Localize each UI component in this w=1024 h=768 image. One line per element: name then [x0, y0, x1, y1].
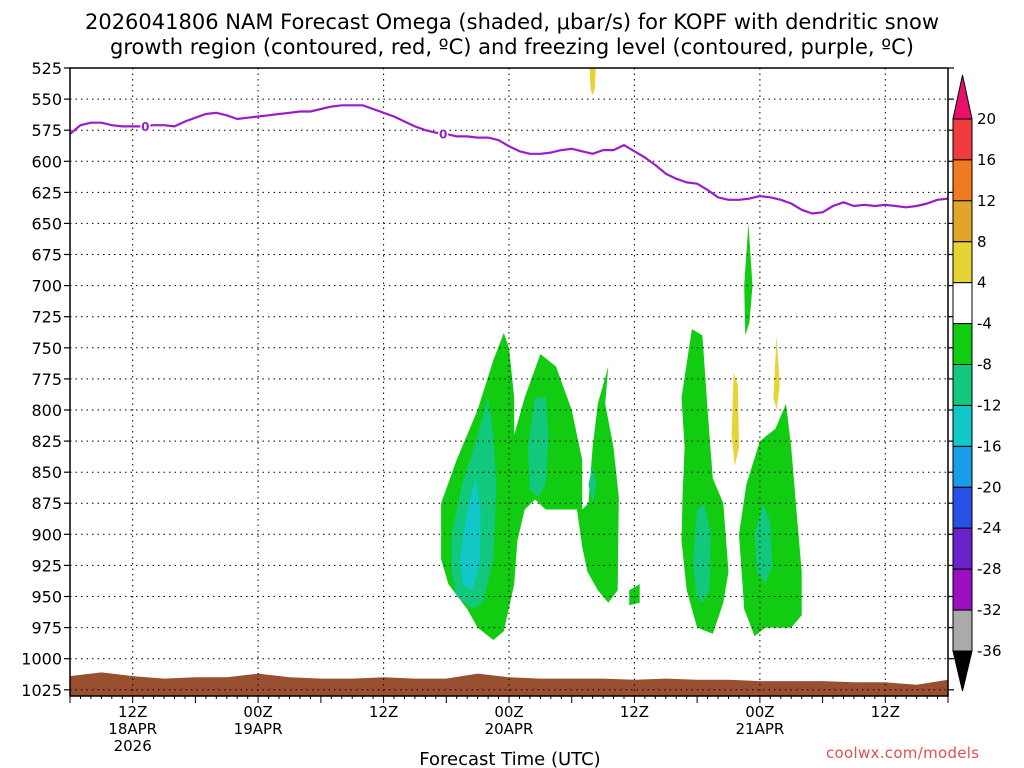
y-tick-label-10: 775 — [31, 370, 62, 389]
colorbar-label-7: -12 — [977, 397, 1002, 415]
x-tick-label-3-0: 00Z — [494, 703, 523, 721]
grid-lines — [70, 67, 948, 696]
colorbar-label-12: -32 — [977, 601, 1002, 619]
x-tick-label-6-0: 12Z — [871, 703, 900, 721]
colorbar-band-11 — [952, 568, 973, 611]
credit-text: coolwx.com/models — [826, 744, 980, 762]
x-tick-label-5-1: 21APR — [735, 720, 784, 738]
omega-region-7 — [693, 503, 711, 603]
colorbar-label-8: -16 — [977, 437, 1002, 455]
y-tick-label-12: 825 — [31, 432, 62, 451]
y-tick-label-3: 600 — [31, 152, 62, 171]
y-tick-label-5: 650 — [31, 214, 62, 233]
colorbar-band-7 — [952, 405, 973, 447]
x-tick-label-1-0: 00Z — [243, 703, 272, 721]
title-line-2: growth region (contoured, red, ºC) and f… — [110, 35, 914, 59]
colorbar-band-1 — [952, 159, 973, 202]
y-tick-label-16: 925 — [31, 556, 62, 575]
y-tick-label-15: 900 — [31, 525, 62, 544]
y-tick-label-20: 1025 — [21, 681, 62, 700]
y-tick-label-11: 800 — [31, 401, 62, 420]
x-tick-label-0-2: 2026 — [114, 737, 152, 755]
freezing-level-label-0: 0 — [141, 120, 149, 134]
y-tick-label-1: 550 — [31, 90, 62, 109]
omega-region-13 — [589, 68, 596, 96]
omega-region-9 — [588, 465, 597, 504]
colorbar-band-4 — [952, 282, 973, 325]
y-tick-label-17: 950 — [31, 588, 62, 607]
colorbar-bottom-triangle — [952, 650, 973, 692]
y-axis-ticks: 525 550 575 600 625 650 675 700 725 750 775 800 825 8… — [21, 59, 954, 700]
colorbar-band-3 — [952, 241, 973, 284]
chart-title: 2026041806 NAM Forecast Omega (shaded, μ… — [85, 10, 939, 59]
omega-region-3 — [629, 584, 640, 606]
y-tick-label-7: 700 — [31, 277, 62, 296]
y-tick-label-0: 525 — [31, 59, 62, 78]
colorbar-top-triangle — [952, 74, 973, 120]
freezing-level-label-1: 0 — [439, 127, 447, 141]
colorbar-label-11: -28 — [977, 560, 1002, 578]
x-tick-label-4-0: 12Z — [620, 703, 649, 721]
title-line-1: 2026041806 NAM Forecast Omega (shaded, μ… — [85, 10, 939, 34]
x-axis-title: Forecast Time (UTC) — [419, 749, 600, 768]
x-tick-label-0-0: 12Z — [118, 703, 147, 721]
colorbar-band-9 — [952, 486, 973, 529]
omega-region-11 — [731, 372, 739, 466]
omega-region-10 — [459, 478, 481, 591]
omega-region-4 — [744, 223, 753, 336]
colorbar-band-6 — [952, 364, 973, 406]
colorbar-label-1: 16 — [977, 151, 996, 169]
colorbar-label-4: 4 — [977, 274, 987, 292]
colorbar: 20 16 12 8 4 -4 -8 -12 -16 -20 -24 -28 -32 -36 — [952, 74, 1002, 692]
colorbar-label-0: 20 — [977, 110, 996, 128]
y-tick-label-18: 975 — [31, 619, 62, 638]
freezing-level-line — [69, 104, 949, 215]
omega-region-12 — [773, 335, 780, 410]
colorbar-band-8 — [952, 445, 973, 488]
colorbar-band-5 — [952, 323, 973, 366]
colorbar-label-5: -4 — [977, 315, 992, 333]
omega-region-2 — [739, 403, 802, 637]
y-tick-label-8: 725 — [31, 308, 62, 327]
y-tick-label-6: 675 — [31, 246, 62, 265]
colorbar-band-12 — [952, 609, 973, 652]
colorbar-label-6: -8 — [977, 356, 992, 374]
y-tick-label-14: 875 — [31, 494, 62, 513]
colorbar-label-9: -20 — [977, 478, 1002, 496]
omega-region-8 — [754, 503, 773, 585]
y-tick-label-2: 575 — [31, 121, 62, 140]
colorbar-label-3: 8 — [977, 233, 987, 251]
freezing-level: 00 — [69, 104, 949, 215]
y-tick-label-4: 625 — [31, 183, 62, 202]
x-tick-label-2-0: 12Z — [369, 703, 398, 721]
freezing-label-bg-0 — [140, 119, 151, 134]
colorbar-label-10: -24 — [977, 519, 1002, 537]
y-tick-label-13: 850 — [31, 463, 62, 482]
colorbar-label-2: 12 — [977, 192, 996, 210]
x-tick-label-1-1: 19APR — [234, 720, 283, 738]
y-tick-label-19: 1000 — [21, 650, 62, 669]
colorbar-band-0 — [952, 118, 973, 161]
plot-area: 00 5255505756006256506757007257507758008… — [21, 59, 954, 755]
freezing-label-bg-1 — [438, 126, 449, 141]
colorbar-band-10 — [952, 527, 973, 570]
y-tick-label-9: 750 — [31, 339, 62, 358]
x-tick-label-0-1: 18APR — [108, 720, 157, 738]
colorbar-label-13: -36 — [977, 642, 1002, 660]
colorbar-band-2 — [952, 200, 973, 243]
x-tick-label-3-1: 20APR — [485, 720, 534, 738]
x-tick-label-5-0: 00Z — [745, 703, 774, 721]
